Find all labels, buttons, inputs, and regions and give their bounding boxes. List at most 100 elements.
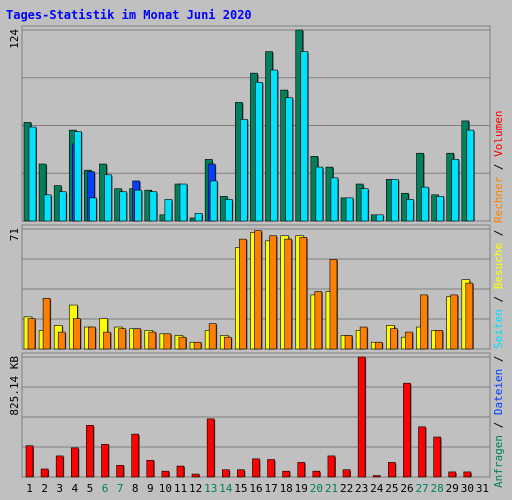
bar-sites-day-23 <box>359 326 368 350</box>
bar-kbytes-day-24 <box>372 475 381 478</box>
bar-pages-day-24 <box>375 214 384 222</box>
legend-entry: / <box>492 415 505 435</box>
bar-sites-day-21 <box>329 259 338 350</box>
legend-entry: Besuche <box>492 243 505 289</box>
x-tick-label: 16 <box>249 482 262 495</box>
panel-hits: 124 <box>8 25 491 222</box>
bar-sites-day-28 <box>435 330 443 350</box>
bar-pages-day-5 <box>89 197 97 222</box>
x-tick-label: 8 <box>132 482 139 495</box>
bar-kbytes-day-20 <box>312 470 321 478</box>
bar-pages-day-26 <box>406 199 414 222</box>
x-tick-label: 25 <box>385 482 398 495</box>
bar-sites-day-19 <box>299 237 308 350</box>
bar-kbytes-day-1 <box>25 445 34 478</box>
bar-kbytes-day-16 <box>252 458 260 478</box>
bar-sites-day-3 <box>57 331 66 350</box>
x-tick-label: 15 <box>234 482 247 495</box>
legend-entry: Volumen <box>492 110 505 156</box>
bar-pages-day-8 <box>134 189 142 222</box>
bar-kbytes-day-13 <box>206 418 215 478</box>
bar-sites-day-7 <box>118 328 126 350</box>
bar-kbytes-day-4 <box>70 447 79 478</box>
bar-pages-day-14 <box>224 199 233 222</box>
bar-sites-day-26 <box>405 331 413 350</box>
bar-sites-day-27 <box>420 294 428 350</box>
x-tick-label: 18 <box>280 482 293 495</box>
x-tick-label: 26 <box>400 482 413 495</box>
bar-pages-day-21 <box>330 177 339 222</box>
legend-entry: Anfragen <box>492 435 505 488</box>
bar-sites-day-12 <box>193 341 202 350</box>
x-tick-label: 22 <box>340 482 353 495</box>
bar-kbytes-day-8 <box>131 433 139 478</box>
bar-kbytes-day-23 <box>357 356 366 478</box>
y-max-label: 825.14 KB <box>8 356 21 416</box>
bar-pages-day-15 <box>240 119 248 222</box>
bar-sites-day-30 <box>465 282 474 350</box>
series-kbytes <box>25 356 472 478</box>
bar-kbytes-day-26 <box>403 382 411 478</box>
x-tick-label: 4 <box>72 482 79 495</box>
bar-pages-day-17 <box>270 69 278 222</box>
x-tick-label: 2 <box>41 482 48 495</box>
bar-kbytes-day-21 <box>327 455 336 478</box>
bar-kbytes-day-11 <box>176 465 185 478</box>
x-tick-label: 23 <box>355 482 368 495</box>
bar-kbytes-day-22 <box>342 469 351 478</box>
x-tick-label: 3 <box>56 482 63 495</box>
bar-pages-day-4 <box>73 131 82 222</box>
bar-kbytes-day-5 <box>86 425 94 478</box>
bar-kbytes-day-30 <box>463 471 472 478</box>
bar-kbytes-day-29 <box>448 471 457 478</box>
bar-pages-day-29 <box>451 159 460 222</box>
bar-kbytes-day-6 <box>101 443 109 478</box>
series-sites <box>27 230 474 350</box>
legend-entry: / <box>492 157 505 177</box>
bar-kbytes-day-15 <box>237 469 245 478</box>
bar-pages-day-11 <box>179 183 188 222</box>
x-tick-label: 19 <box>295 482 308 495</box>
bar-kbytes-day-18 <box>282 470 290 478</box>
bar-kbytes-day-17 <box>267 459 275 478</box>
bar-pages-day-1 <box>28 126 37 222</box>
bar-sites-day-11 <box>178 336 187 350</box>
bar-sites-day-16 <box>254 230 262 350</box>
bar-pages-day-10 <box>164 199 173 222</box>
bar-kbytes-day-27 <box>418 426 426 478</box>
bar-kbytes-day-12 <box>191 473 200 478</box>
bar-sites-day-25 <box>390 328 398 350</box>
bar-sites-day-14 <box>223 336 232 350</box>
y-max-label: 124 <box>8 29 21 49</box>
bar-sites-day-9 <box>148 331 157 350</box>
x-tick-label: 28 <box>431 482 444 495</box>
series-pages <box>28 51 475 222</box>
panel-visits: 71 <box>8 224 491 350</box>
legend-entry: / <box>492 289 505 309</box>
x-tick-label: 6 <box>102 482 109 495</box>
bar-pages-day-28 <box>436 196 444 222</box>
bar-sites-day-15 <box>239 238 247 350</box>
bar-pages-day-22 <box>345 197 354 222</box>
x-tick-label: 27 <box>415 482 428 495</box>
bar-sites-day-24 <box>374 341 383 350</box>
bar-pages-day-25 <box>391 179 399 222</box>
bar-hits-day-2 <box>38 163 47 222</box>
bar-sites-day-10 <box>163 333 172 350</box>
bar-sites-day-8 <box>133 328 141 350</box>
bar-pages-day-12 <box>194 212 203 222</box>
legend-vertical: Anfragen / Dateien / Seiten / Besuche / … <box>492 110 505 488</box>
panel-kbytes: 825.14 KB <box>8 352 491 478</box>
bar-pages-day-27 <box>421 186 429 222</box>
legend-entry: Dateien <box>492 369 505 415</box>
legend-entry: Rechner <box>492 176 505 223</box>
legend-entry: Seiten <box>492 309 505 349</box>
bar-sites-day-2 <box>42 297 51 350</box>
bar-pages-day-7 <box>119 191 127 222</box>
bar-sites-day-4 <box>72 318 81 350</box>
bar-kbytes-day-9 <box>146 459 155 478</box>
x-tick-label: 5 <box>87 482 94 495</box>
bar-pages-day-6 <box>104 174 112 222</box>
bar-kbytes-day-14 <box>221 469 230 478</box>
